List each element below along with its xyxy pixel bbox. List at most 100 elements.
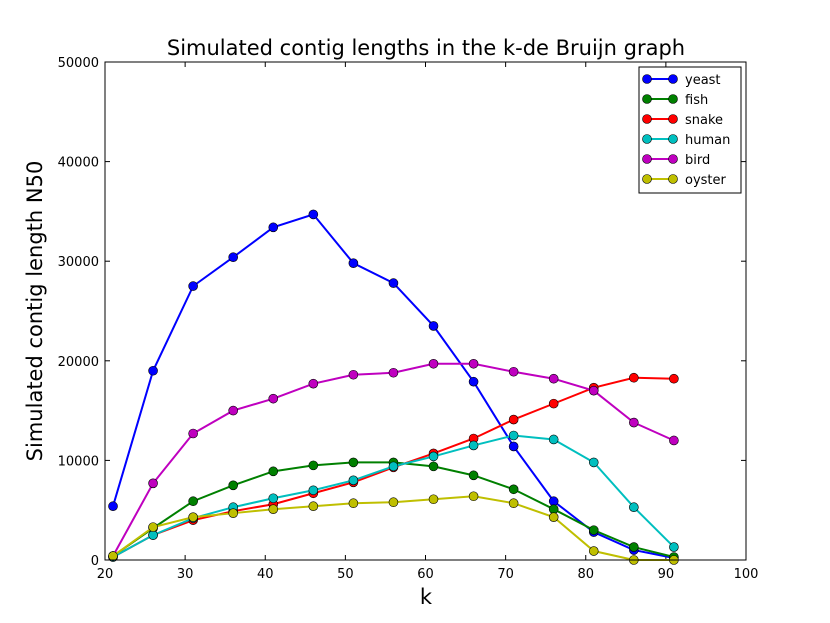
data-point-fish — [428, 461, 439, 472]
data-point-bird — [548, 373, 559, 384]
x-tick-label: 50 — [337, 567, 354, 582]
x-tick-label: 100 — [734, 567, 759, 582]
legend-marker — [642, 134, 652, 144]
series-bird — [108, 358, 679, 561]
chart-title: Simulated contig lengths in the k-de Bru… — [167, 36, 685, 60]
data-point-oyster — [228, 508, 238, 518]
legend-marker — [668, 94, 678, 104]
data-point-human — [548, 434, 559, 445]
series-fish — [108, 457, 679, 562]
data-point-oyster — [348, 498, 359, 509]
data-point-human — [268, 493, 279, 504]
legend: yeast fish snake human bird oyster — [638, 66, 742, 194]
legend-marker — [668, 154, 678, 164]
series-line-fish — [112, 461, 675, 558]
data-point-oyster — [548, 512, 559, 522]
data-point-yeast — [348, 258, 359, 268]
data-point-fish — [468, 470, 479, 481]
data-point-oyster — [188, 512, 198, 522]
x-axis-label: k — [420, 585, 433, 609]
legend-marker — [642, 74, 652, 84]
data-point-human — [148, 530, 158, 540]
data-point-human — [508, 430, 519, 441]
legend-item-yeast: yeast — [642, 73, 721, 88]
x-tick-label: 80 — [577, 567, 594, 582]
x-tick-label: 70 — [497, 567, 514, 582]
legend-label: bird — [685, 153, 710, 168]
data-point-yeast — [228, 252, 238, 263]
legend-label: fish — [685, 93, 708, 108]
legend-item-snake: snake — [642, 113, 723, 128]
data-point-oyster — [508, 498, 519, 509]
legend-item-fish: fish — [642, 93, 708, 108]
series-human — [108, 430, 679, 562]
data-point-oyster — [468, 491, 479, 502]
data-point-bird — [588, 385, 599, 396]
data-point-bird — [308, 378, 319, 389]
legend-marker — [668, 134, 678, 144]
data-point-human — [468, 440, 479, 451]
x-tick-label: 30 — [177, 567, 194, 582]
data-point-fish — [348, 457, 359, 468]
data-point-fish — [228, 480, 238, 491]
data-point-human — [588, 457, 599, 468]
data-point-fish — [548, 504, 559, 515]
data-point-yeast — [148, 365, 158, 376]
data-point-human — [669, 542, 679, 552]
data-point-oyster — [428, 494, 439, 505]
legend-item-bird: bird — [642, 153, 710, 168]
data-point-bird — [348, 369, 359, 380]
legend-label: oyster — [685, 173, 727, 188]
data-point-oyster — [108, 551, 118, 561]
data-point-yeast — [268, 222, 279, 233]
series-oyster — [108, 491, 679, 565]
data-point-yeast — [548, 496, 559, 507]
data-point-yeast — [428, 321, 439, 331]
y-axis-label: Simulated contig length N50 — [23, 161, 47, 462]
legend-marker — [642, 174, 652, 184]
legend-label: snake — [685, 113, 723, 128]
data-point-human — [308, 485, 319, 496]
data-point-fish — [268, 466, 279, 477]
data-point-human — [348, 475, 359, 486]
x-tick-label: 20 — [97, 567, 114, 582]
data-point-human — [629, 502, 639, 513]
y-tick-label: 0 — [91, 554, 99, 569]
data-point-bird — [388, 367, 399, 378]
legend-label: human — [685, 133, 730, 148]
series-snake — [108, 372, 679, 562]
y-tick-label: 40000 — [58, 156, 99, 171]
data-point-human — [428, 451, 439, 462]
y-tick-label: 10000 — [58, 454, 99, 469]
legend-marker — [668, 174, 678, 184]
data-point-snake — [508, 414, 519, 425]
data-point-yeast — [108, 501, 118, 512]
data-point-snake — [669, 373, 679, 384]
legend-marker — [668, 114, 678, 124]
data-point-bird — [148, 478, 158, 489]
legend-marker — [642, 154, 652, 164]
data-point-snake — [629, 372, 639, 383]
legend-marker — [642, 94, 652, 104]
x-tick-label: 40 — [257, 567, 274, 582]
data-point-oyster — [588, 546, 599, 556]
data-point-oyster — [388, 497, 399, 508]
data-point-yeast — [188, 281, 198, 291]
data-point-oyster — [308, 501, 319, 512]
y-tick-label: 50000 — [58, 56, 99, 71]
plot-frame — [104, 61, 747, 561]
data-point-snake — [548, 398, 559, 409]
data-point-fish — [508, 484, 519, 495]
data-point-bird — [629, 417, 639, 428]
data-point-bird — [228, 405, 238, 416]
legend-box — [638, 66, 742, 194]
data-point-fish — [308, 460, 319, 471]
y-tick-label: 30000 — [58, 255, 99, 270]
x-tick-label: 60 — [417, 567, 434, 582]
y-tick-label: 20000 — [58, 355, 99, 370]
data-point-bird — [268, 393, 279, 404]
data-point-oyster — [268, 504, 279, 515]
legend-marker — [668, 74, 678, 84]
series-line-human — [112, 434, 675, 558]
data-point-yeast — [388, 278, 399, 288]
